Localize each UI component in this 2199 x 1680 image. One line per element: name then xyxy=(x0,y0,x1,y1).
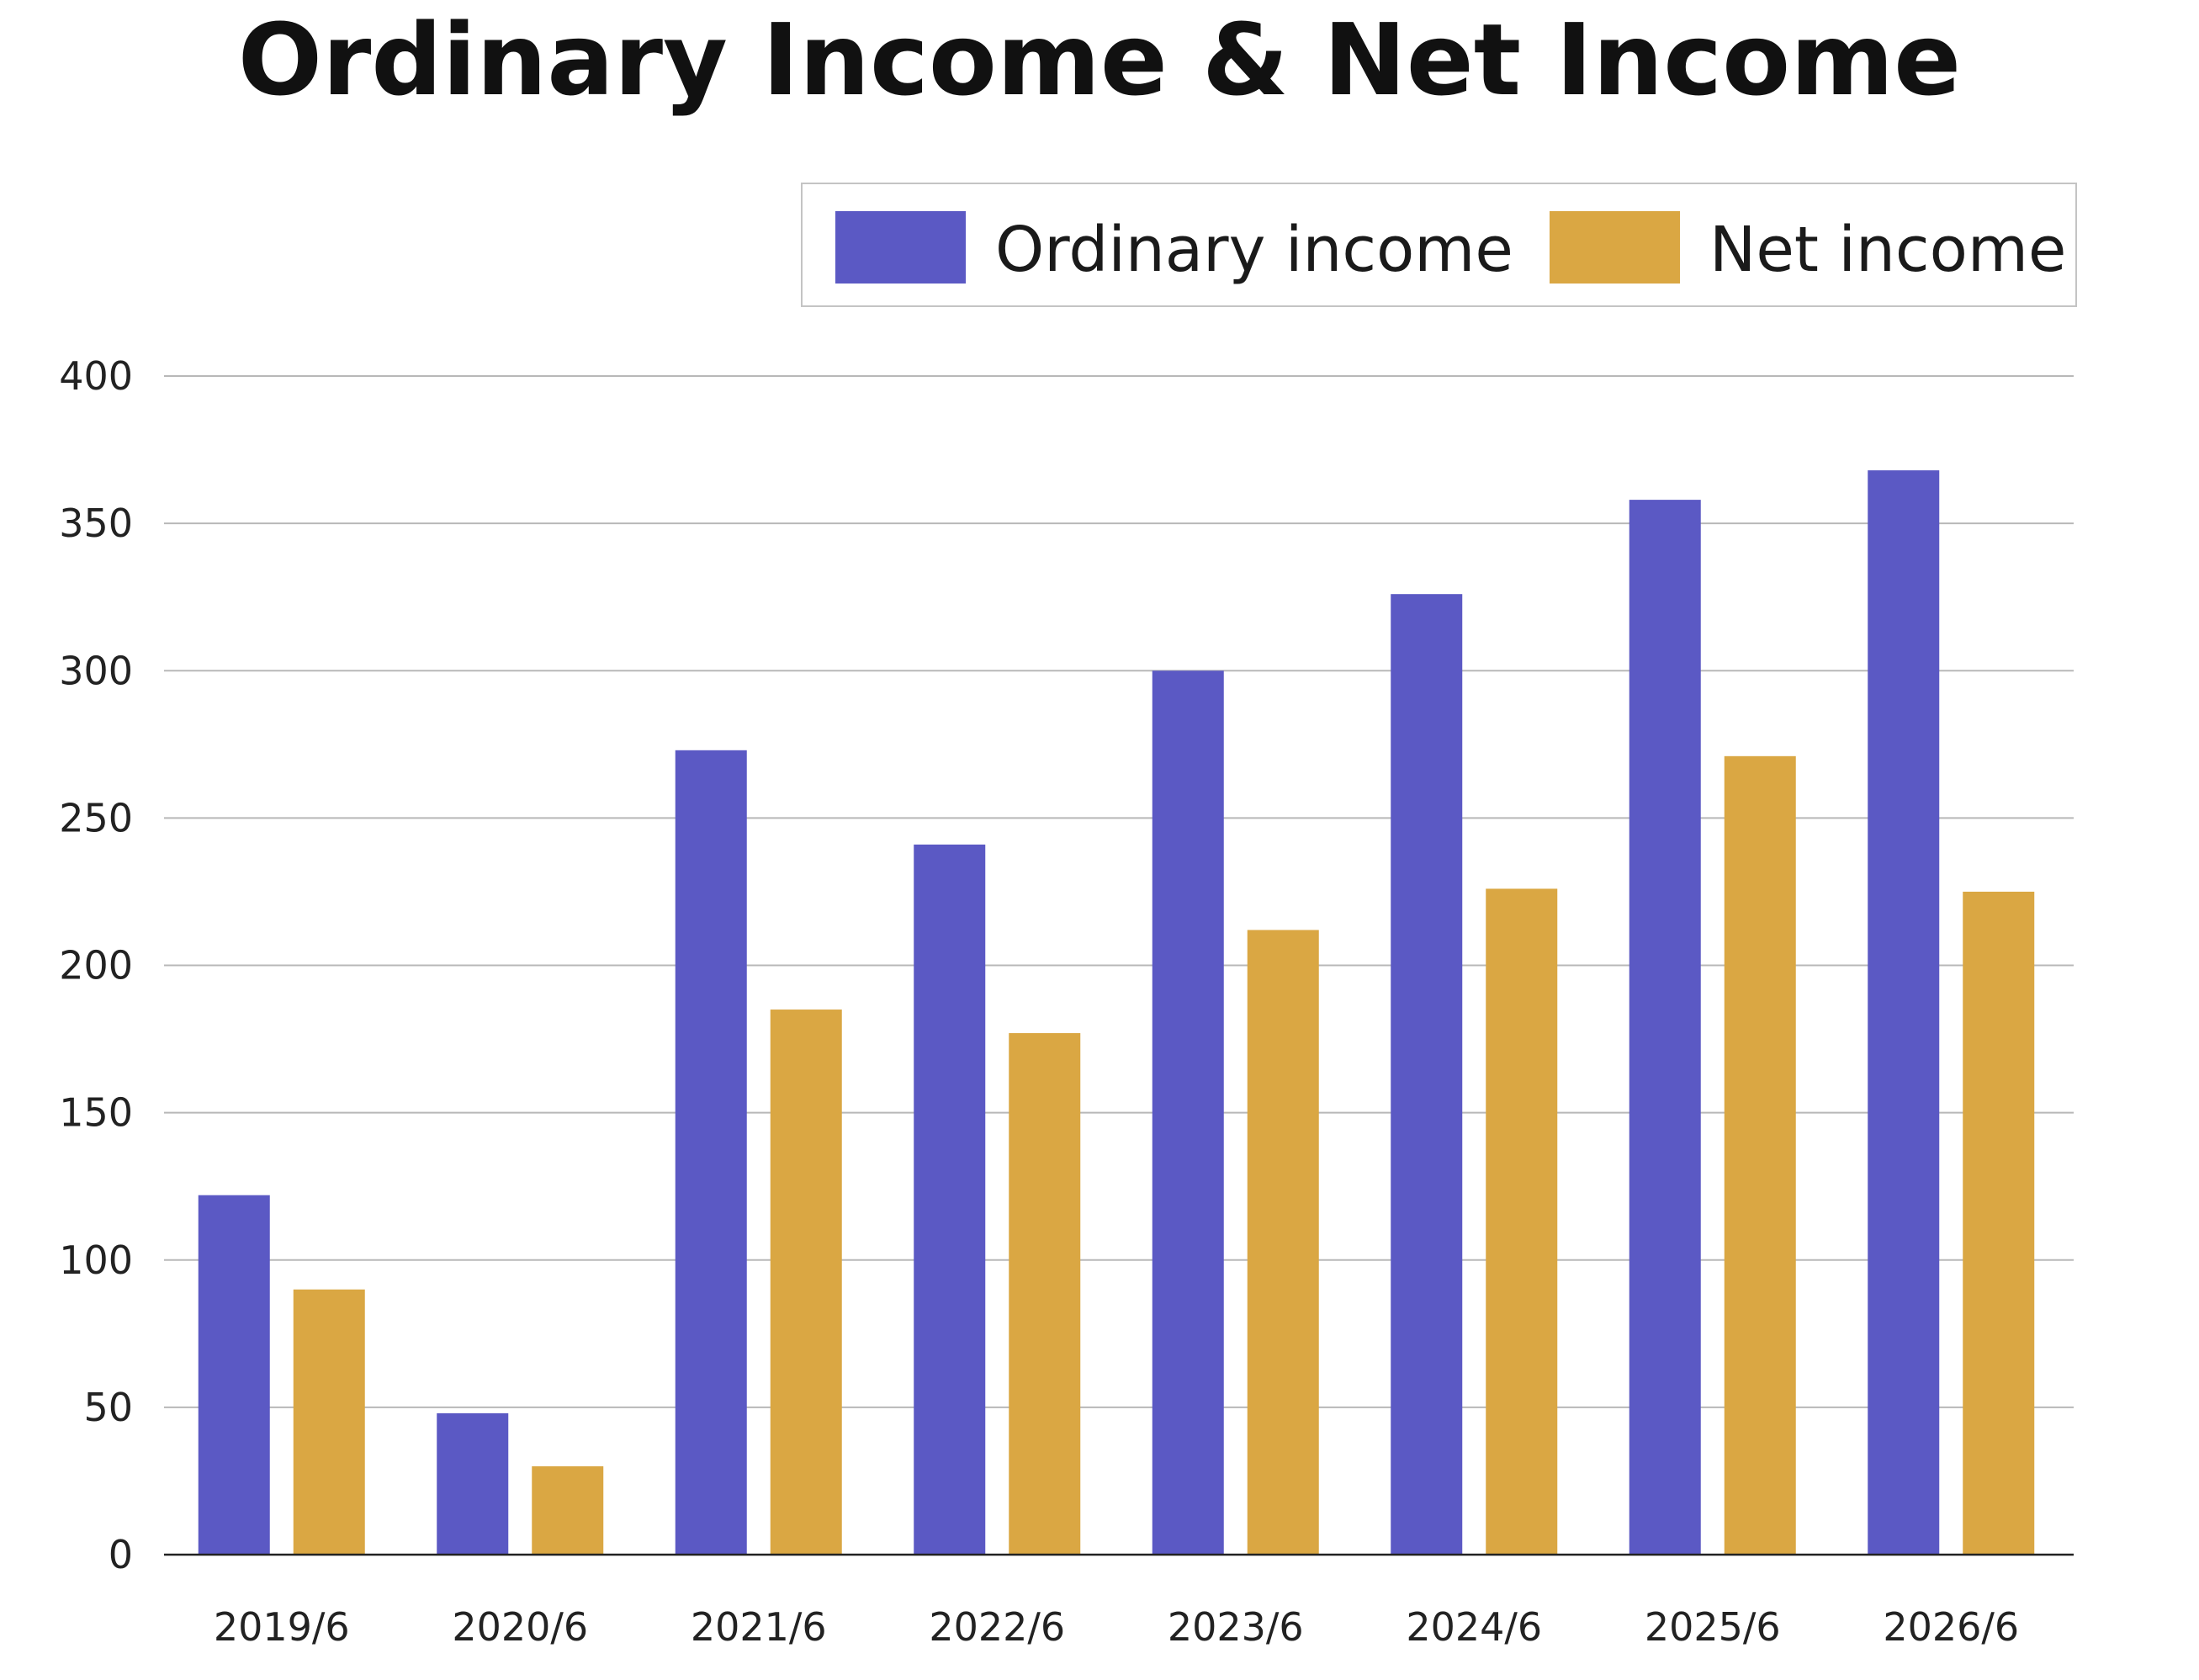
legend-label-net-income: Net income xyxy=(1709,214,2066,286)
y-tick-label: 300 xyxy=(59,648,133,693)
y-axis-tick-labels: 0 50 100 150 200 250 300 350 400 xyxy=(59,353,133,1577)
legend-frame xyxy=(801,183,2077,307)
x-tick-label: 2020/6 xyxy=(452,1604,588,1650)
bar-net-income-2024-6 xyxy=(1486,888,1558,1555)
x-tick-label: 2022/6 xyxy=(929,1604,1065,1650)
legend-swatch-ordinary-income xyxy=(835,211,966,284)
y-tick-label: 250 xyxy=(59,795,133,840)
bar-ordinary-income-2024-6 xyxy=(1391,594,1463,1555)
x-tick-label: 2024/6 xyxy=(1406,1604,1542,1650)
y-tick-label: 50 xyxy=(83,1385,133,1430)
bar-net-income-2019-6 xyxy=(293,1289,365,1555)
bar-ordinary-income-2025-6 xyxy=(1629,500,1701,1555)
y-tick-label: 150 xyxy=(59,1090,133,1136)
bars xyxy=(198,470,2035,1555)
bar-net-income-2021-6 xyxy=(770,1010,842,1555)
bar-ordinary-income-2021-6 xyxy=(675,750,747,1555)
y-tick-label: 350 xyxy=(59,501,133,546)
x-tick-label: 2026/6 xyxy=(1883,1604,2019,1650)
legend-label-ordinary-income: Ordinary income xyxy=(995,214,1513,286)
bar-net-income-2022-6 xyxy=(1009,1033,1081,1555)
legend: Ordinary income Net income xyxy=(801,183,2077,307)
bar-ordinary-income-2022-6 xyxy=(914,844,986,1555)
x-tick-label: 2021/6 xyxy=(691,1604,827,1650)
x-tick-label: 2019/6 xyxy=(214,1604,350,1650)
x-axis-tick-labels: 2019/6 2020/6 2021/6 2022/6 2023/6 2024/6 2025… xyxy=(214,1604,2019,1650)
y-tick-label: 100 xyxy=(59,1237,133,1283)
bar-net-income-2020-6 xyxy=(532,1465,604,1555)
bar-ordinary-income-2019-6 xyxy=(198,1195,270,1555)
bar-net-income-2023-6 xyxy=(1247,930,1319,1555)
bar-net-income-2025-6 xyxy=(1724,755,1796,1555)
x-tick-label: 2025/6 xyxy=(1645,1604,1781,1650)
bar-ordinary-income-2023-6 xyxy=(1152,670,1224,1555)
chart-title: Ordinary Income & Net Income xyxy=(238,2,1961,118)
bar-net-income-2026-6 xyxy=(1963,891,2035,1555)
bar-ordinary-income-2026-6 xyxy=(1868,470,1940,1555)
legend-swatch-net-income xyxy=(1550,211,1680,284)
y-tick-label: 400 xyxy=(59,353,133,399)
y-tick-label: 0 xyxy=(109,1532,133,1577)
bar-ordinary-income-2020-6 xyxy=(437,1412,509,1555)
y-tick-label: 200 xyxy=(59,943,133,988)
x-tick-label: 2023/6 xyxy=(1168,1604,1304,1650)
